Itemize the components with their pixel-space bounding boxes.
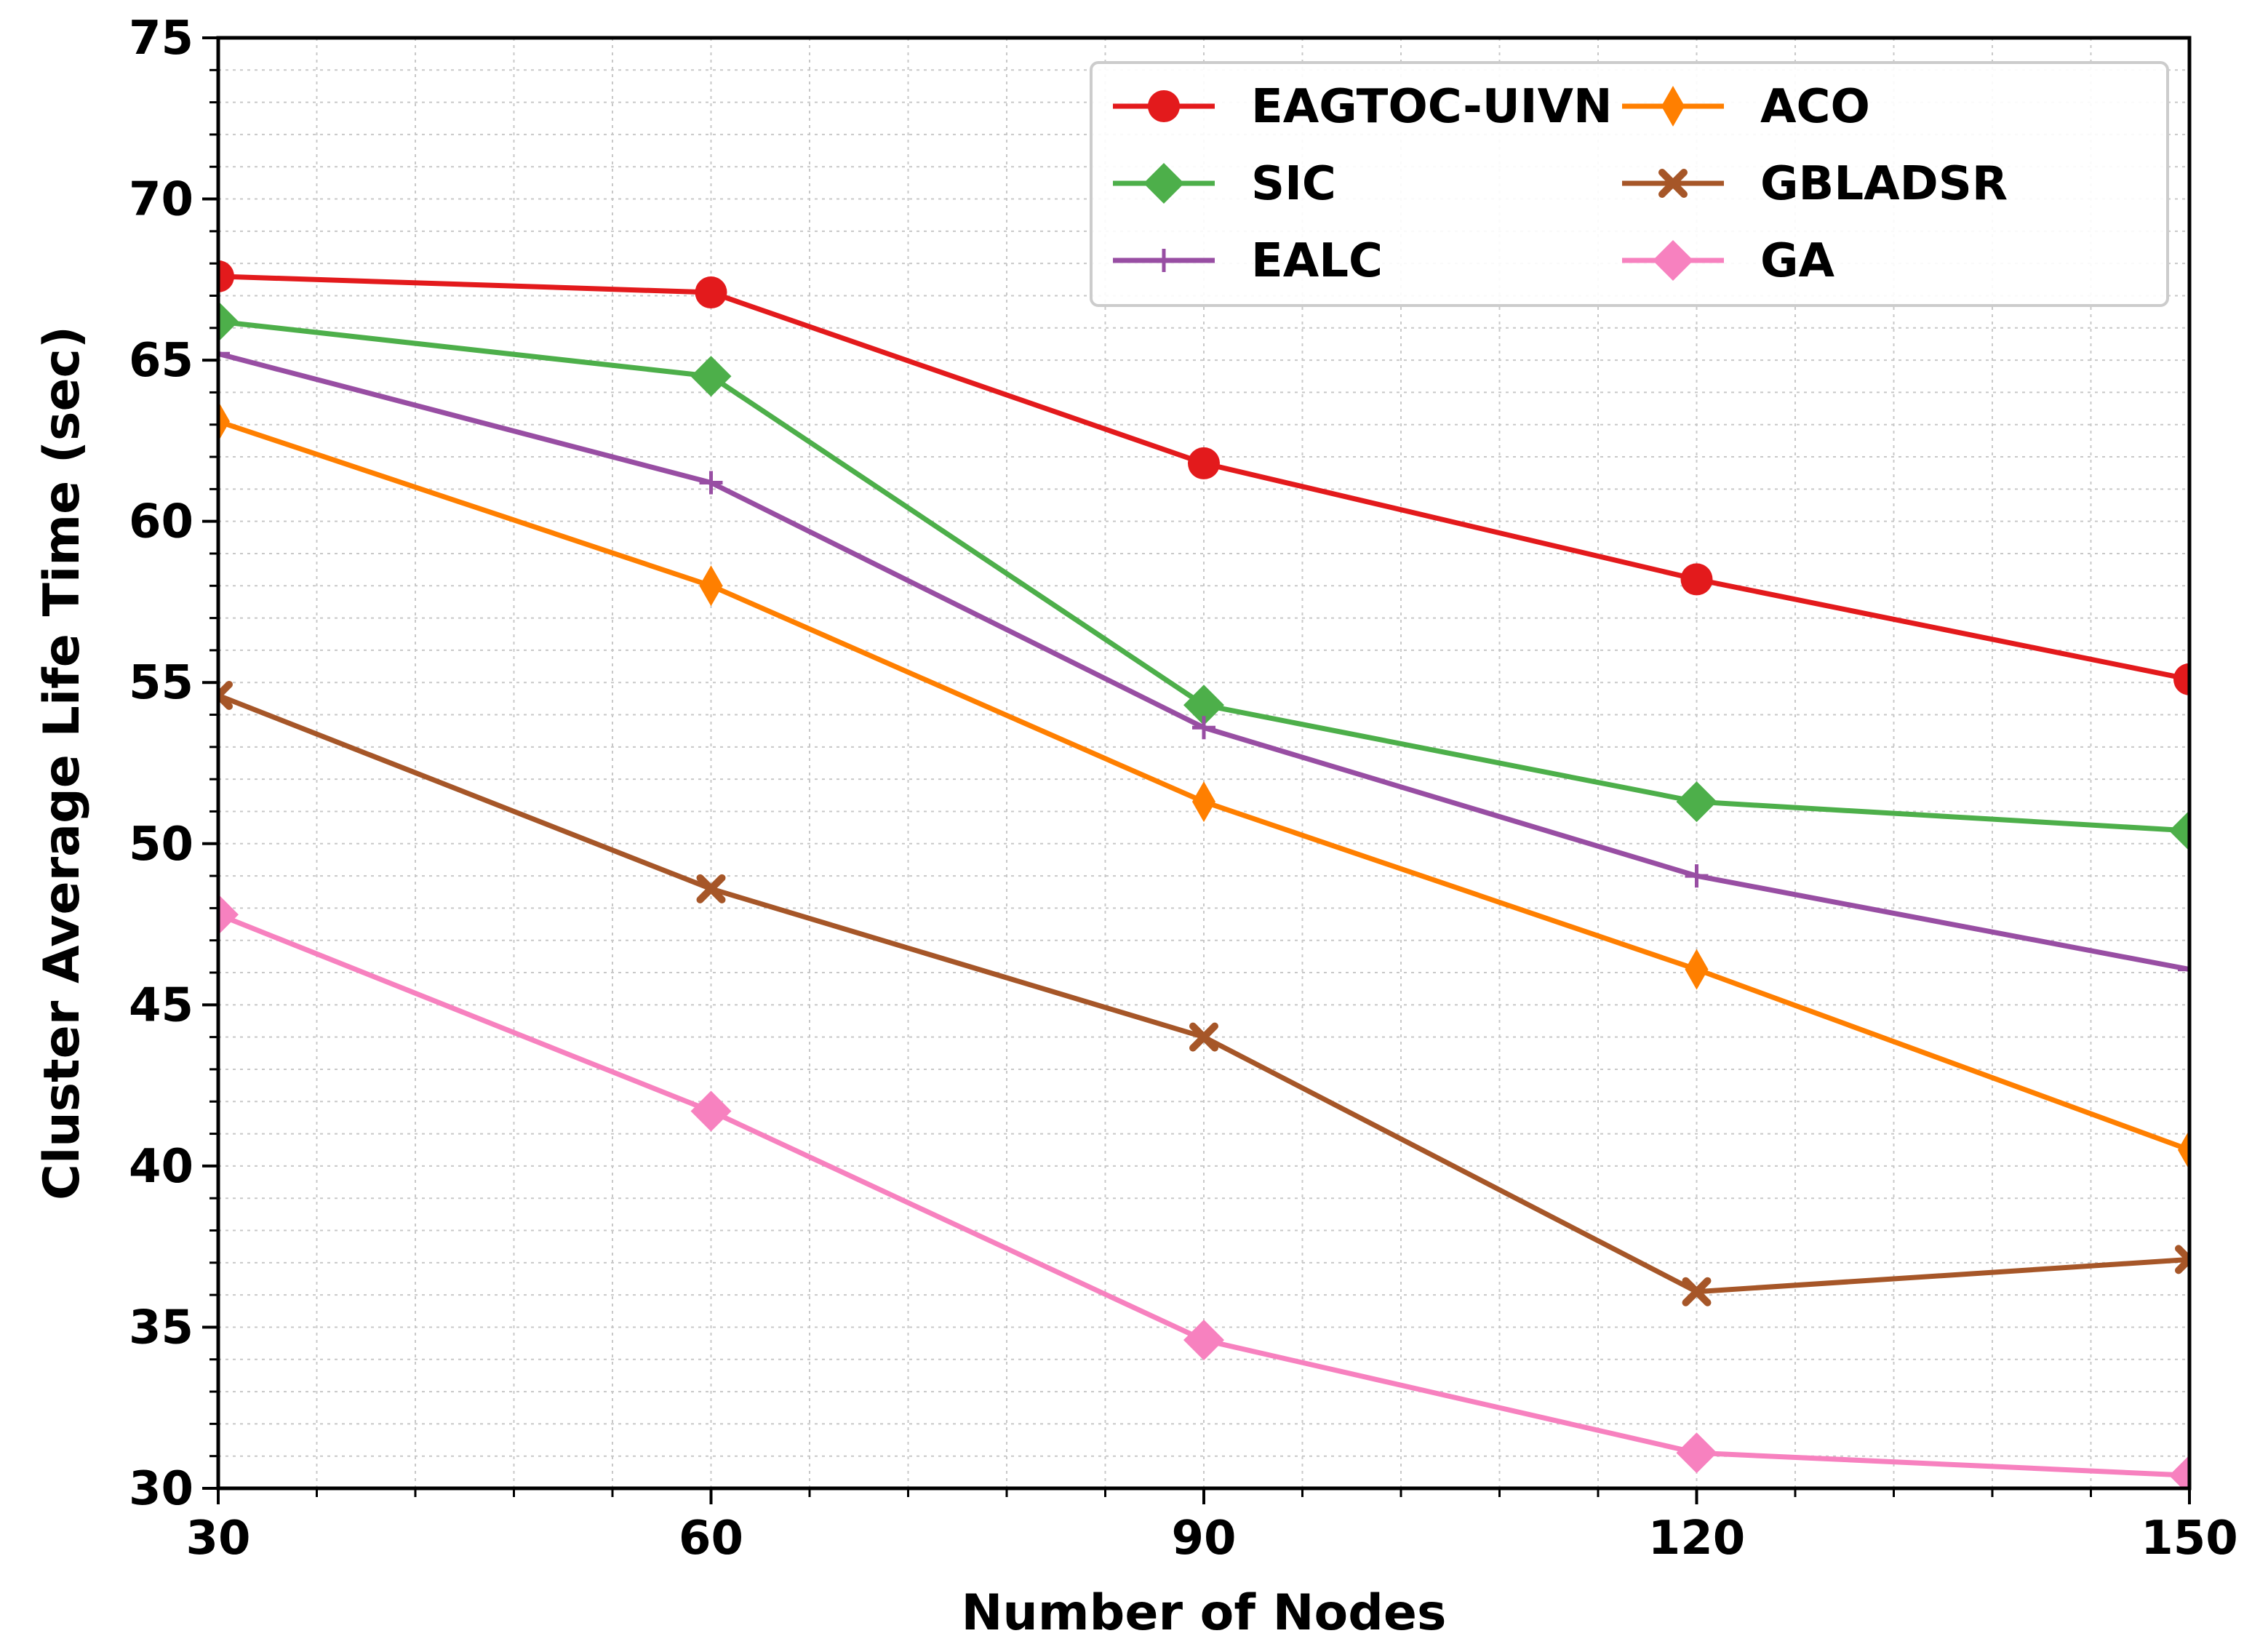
data-point (1676, 781, 1717, 823)
legend-marker (1148, 90, 1180, 122)
legend-item: SIC (1113, 157, 1336, 211)
y-tick-label: 60 (129, 495, 193, 549)
legend-label: GA (1760, 234, 1835, 288)
data-point (218, 401, 230, 442)
data-point (1682, 1277, 1712, 1306)
x-tick-label: 90 (1171, 1512, 1236, 1565)
y-tick-label: 30 (129, 1462, 193, 1516)
x-tick-label: 60 (679, 1512, 743, 1565)
data-point (1189, 1022, 1218, 1052)
data-point (2169, 810, 2189, 852)
data-point (1680, 563, 1713, 596)
legend-marker (1152, 249, 1175, 272)
x-tick-label: 30 (185, 1512, 250, 1565)
legend-marker (1661, 86, 1685, 127)
data-point (1183, 685, 1224, 726)
series-eagtoc-uivn (218, 260, 2189, 695)
y-tick-label: 75 (129, 12, 193, 65)
data-point (695, 276, 727, 309)
legend-marker (1658, 169, 1688, 198)
y-tick-label: 35 (129, 1301, 193, 1354)
data-point (2169, 1455, 2189, 1488)
legend-label: EAGTOC-UIVN (1251, 80, 1613, 134)
y-tick-label: 40 (129, 1140, 193, 1194)
x-axis-label: Number of Nodes (961, 1584, 1446, 1642)
legend-label: EALC (1251, 234, 1383, 288)
legend-item: EALC (1113, 234, 1383, 288)
ticks: 30 60 90 120 150 30 35 40 45 50 55 60 65 70 75 (129, 12, 2238, 1565)
data-point (690, 356, 732, 397)
legend-marker (1653, 240, 1693, 281)
x-tick-label: 120 (1648, 1512, 1746, 1565)
series-ga (218, 894, 2189, 1488)
y-tick-label: 70 (129, 173, 193, 227)
data-point (1192, 781, 1215, 823)
x-tick-label: 150 (2141, 1512, 2238, 1565)
data-point (218, 680, 233, 710)
data-point (696, 874, 726, 903)
y-tick-label: 45 (129, 978, 193, 1032)
data-point (2178, 1129, 2189, 1170)
data-point (690, 1090, 732, 1132)
data-point (218, 342, 230, 366)
data-point (1685, 864, 1709, 888)
legend-label: SIC (1251, 157, 1336, 211)
data-point (699, 471, 723, 495)
data-point (1188, 447, 1220, 479)
data-point (2178, 957, 2189, 981)
legend-label: GBLADSR (1760, 157, 2008, 211)
series-gbladsr (218, 680, 2189, 1306)
data-point (1192, 716, 1215, 740)
legend: EAGTOC-UIVN SIC EALC ACO GBLADSR GA (1090, 61, 2169, 307)
y-axis-label: Cluster Average Life Time (sec) (33, 326, 91, 1200)
y-tick-label: 55 (129, 656, 193, 710)
series-layer (218, 260, 2189, 1488)
series-sic (218, 300, 2189, 852)
data-point (699, 565, 723, 607)
data-point (2173, 663, 2189, 695)
y-tick-label: 65 (129, 334, 193, 388)
legend-item: GA (1622, 234, 1835, 288)
legend-item: ACO (1622, 80, 1870, 134)
legend-item: GBLADSR (1622, 157, 2008, 211)
data-point (1685, 949, 1709, 990)
legend-label: ACO (1760, 80, 1870, 134)
legend-item: EAGTOC-UIVN (1113, 80, 1613, 134)
series-aco (218, 401, 2189, 1170)
data-point (218, 260, 234, 292)
data-point (2175, 1245, 2189, 1274)
series-ealc (218, 342, 2189, 981)
legend-marker (1143, 163, 1184, 204)
y-tick-label: 50 (129, 818, 193, 871)
data-point (218, 300, 239, 342)
data-point (1676, 1432, 1717, 1474)
data-point (1183, 1320, 1224, 1361)
data-point (218, 894, 239, 935)
